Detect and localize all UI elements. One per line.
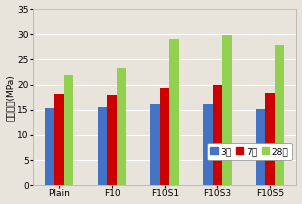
Bar	[213, 85, 222, 185]
Bar	[64, 74, 73, 185]
Bar	[98, 107, 107, 185]
Bar	[275, 45, 284, 185]
Bar	[222, 35, 232, 185]
Legend: 3일, 7일, 28일: 3일, 7일, 28일	[207, 143, 292, 160]
Bar	[265, 93, 275, 185]
Bar	[256, 109, 265, 185]
Bar	[169, 39, 179, 185]
Bar	[203, 104, 213, 185]
Bar	[117, 68, 126, 185]
Bar	[107, 95, 117, 185]
Y-axis label: 압축강도(MPa): 압축강도(MPa)	[5, 74, 14, 121]
Bar	[150, 104, 160, 185]
Bar	[160, 88, 169, 185]
Bar	[54, 94, 64, 185]
Bar	[45, 108, 54, 185]
